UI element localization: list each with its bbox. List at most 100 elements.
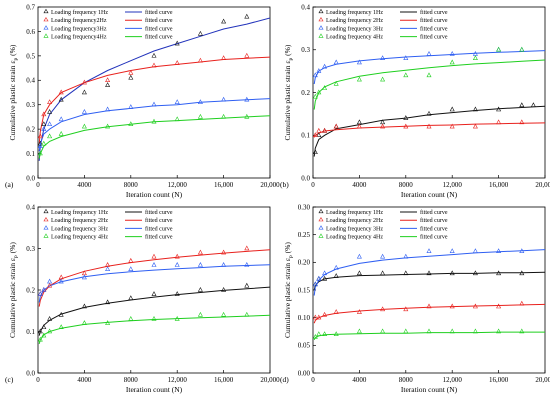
data-point-series-4 [128,316,134,321]
y-tick-label: 0.0 [26,174,35,182]
y-axis-label-unit: (%) [8,242,17,256]
data-point-series-3 [58,116,64,122]
x-tick-label: 20,000 [260,181,280,189]
legend-series-label: Loading frequency 1Hz [51,9,108,16]
data-point-series-4 [221,113,227,119]
data-point-series-2 [174,253,180,259]
legend: Loading frequency 1Hz fitted curve Loading… [43,208,173,241]
x-tick-label: 20,000 [535,181,550,189]
panel-label: (d) [280,375,289,384]
plot-frame [312,6,546,179]
data-point-series-2 [380,123,386,129]
data-point-series-2 [426,123,432,129]
legend-series-label: Loading frequency 1Hz [326,9,383,16]
data-point-series-1 [313,149,318,155]
data-point-series-2 [496,119,502,125]
data-point-series-4 [151,118,157,124]
data-point-series-3 [316,275,322,281]
data-point-series-3 [380,55,386,60]
legend-marker [43,25,49,30]
data-point-series-3 [519,248,525,253]
data-point-series-1 [221,18,227,24]
data-point-series-3 [313,72,318,78]
y-tick-label: 0.20 [298,259,311,267]
legend-marker [318,25,324,30]
data-point-series-4 [316,89,322,95]
data-point-series-1 [41,324,47,330]
chart-panel-1: 0 4000 8000 12,000 16,000 20,000 0.0 0.1 0.2 0.3 0… [5,3,280,199]
legend-marker [43,233,49,238]
data-point-series-3 [105,266,111,271]
fitted-curve-3 [38,98,270,152]
data-point-series-3 [38,291,43,296]
data-point-series-1 [403,115,409,120]
data-point-series-1 [519,270,525,276]
fitted-curve-1 [38,286,270,336]
x-tick-label: 4000 [77,181,92,189]
legend-series-label: Loading frequency 4Hz [326,234,383,241]
data-point-series-3 [105,106,111,112]
data-point-series-3 [221,262,227,267]
data-point-series-4 [496,46,502,52]
y-tick-label: 0.05 [298,342,311,350]
data-point-series-4 [333,331,339,336]
data-point-series-2 [151,62,157,68]
legend-series-label: Loading frequency 4Hz [326,34,383,41]
legend-marker [318,208,324,214]
data-point-series-3 [128,266,134,271]
data-point-series-3 [356,253,362,259]
x-tick-label: 16,000 [214,181,234,189]
legend-fit-label: fitted curve [145,209,173,216]
legend-fit-label: fitted curve [420,217,448,224]
data-point-series-4 [449,59,455,65]
legend-marker [318,225,324,230]
y-tick-label: 0.25 [298,231,311,239]
data-point-series-1 [356,270,362,276]
chart-panel-4: 0 4000 8000 12,000 16,000 20,000 0.00 0.05 0.10 0… [280,203,550,394]
data-point-series-1 [128,74,134,80]
data-point-series-3 [244,96,250,102]
data-point-series-1 [403,270,409,276]
data-point-series-2 [322,311,328,317]
data-point-series-4 [221,311,227,317]
legend-fit-label: fitted curve [420,17,448,24]
data-point-series-1 [244,13,250,19]
data-point-series-4 [47,133,53,139]
data-point-series-3 [426,248,432,253]
legend-fit-label: fitted curve [420,209,448,216]
data-point-series-2 [38,133,43,139]
data-point-series-4 [38,150,43,156]
x-tick-label: 0 [311,376,315,384]
legend-fit-label: fitted curve [145,25,173,32]
data-point-series-2 [356,123,362,129]
data-point-series-4 [380,76,386,82]
data-point-series-2 [244,52,250,58]
data-point-series-3 [322,63,328,69]
data-point-series-2 [313,132,318,137]
data-point-series-4 [472,328,478,334]
y-tick-label: 0.15 [298,286,311,294]
data-point-series-1 [47,108,53,114]
data-point-series-2 [403,306,409,312]
fitted-curve-2 [313,122,545,138]
fitted-curve-1 [313,105,545,157]
y-tick-label: 0.2 [26,126,35,134]
data-point-series-4 [38,336,43,342]
data-point-series-3 [41,126,47,131]
data-point-series-4 [58,324,64,330]
y-axis-label-unit: (%) [283,242,292,256]
data-point-series-1 [496,270,502,276]
data-point-series-4 [244,311,250,317]
data-point-series-1 [58,311,64,317]
y-tick-label: 0.4 [26,77,35,85]
x-tick-label: 16,000 [489,181,509,189]
data-point-series-2 [472,303,478,309]
y-tick-label: 0.6 [26,28,35,36]
legend-series-label: Loading frequency 1Hz [51,209,108,216]
data-point-series-2 [151,253,157,259]
legend-series-label: Loading frequency 3Hz [326,25,383,32]
legend-series-label: Loading frequency 2Hz [326,217,383,224]
data-point-series-4 [472,55,478,60]
data-point-series-2 [449,123,455,129]
y-tick-label: 0.1 [26,328,35,336]
